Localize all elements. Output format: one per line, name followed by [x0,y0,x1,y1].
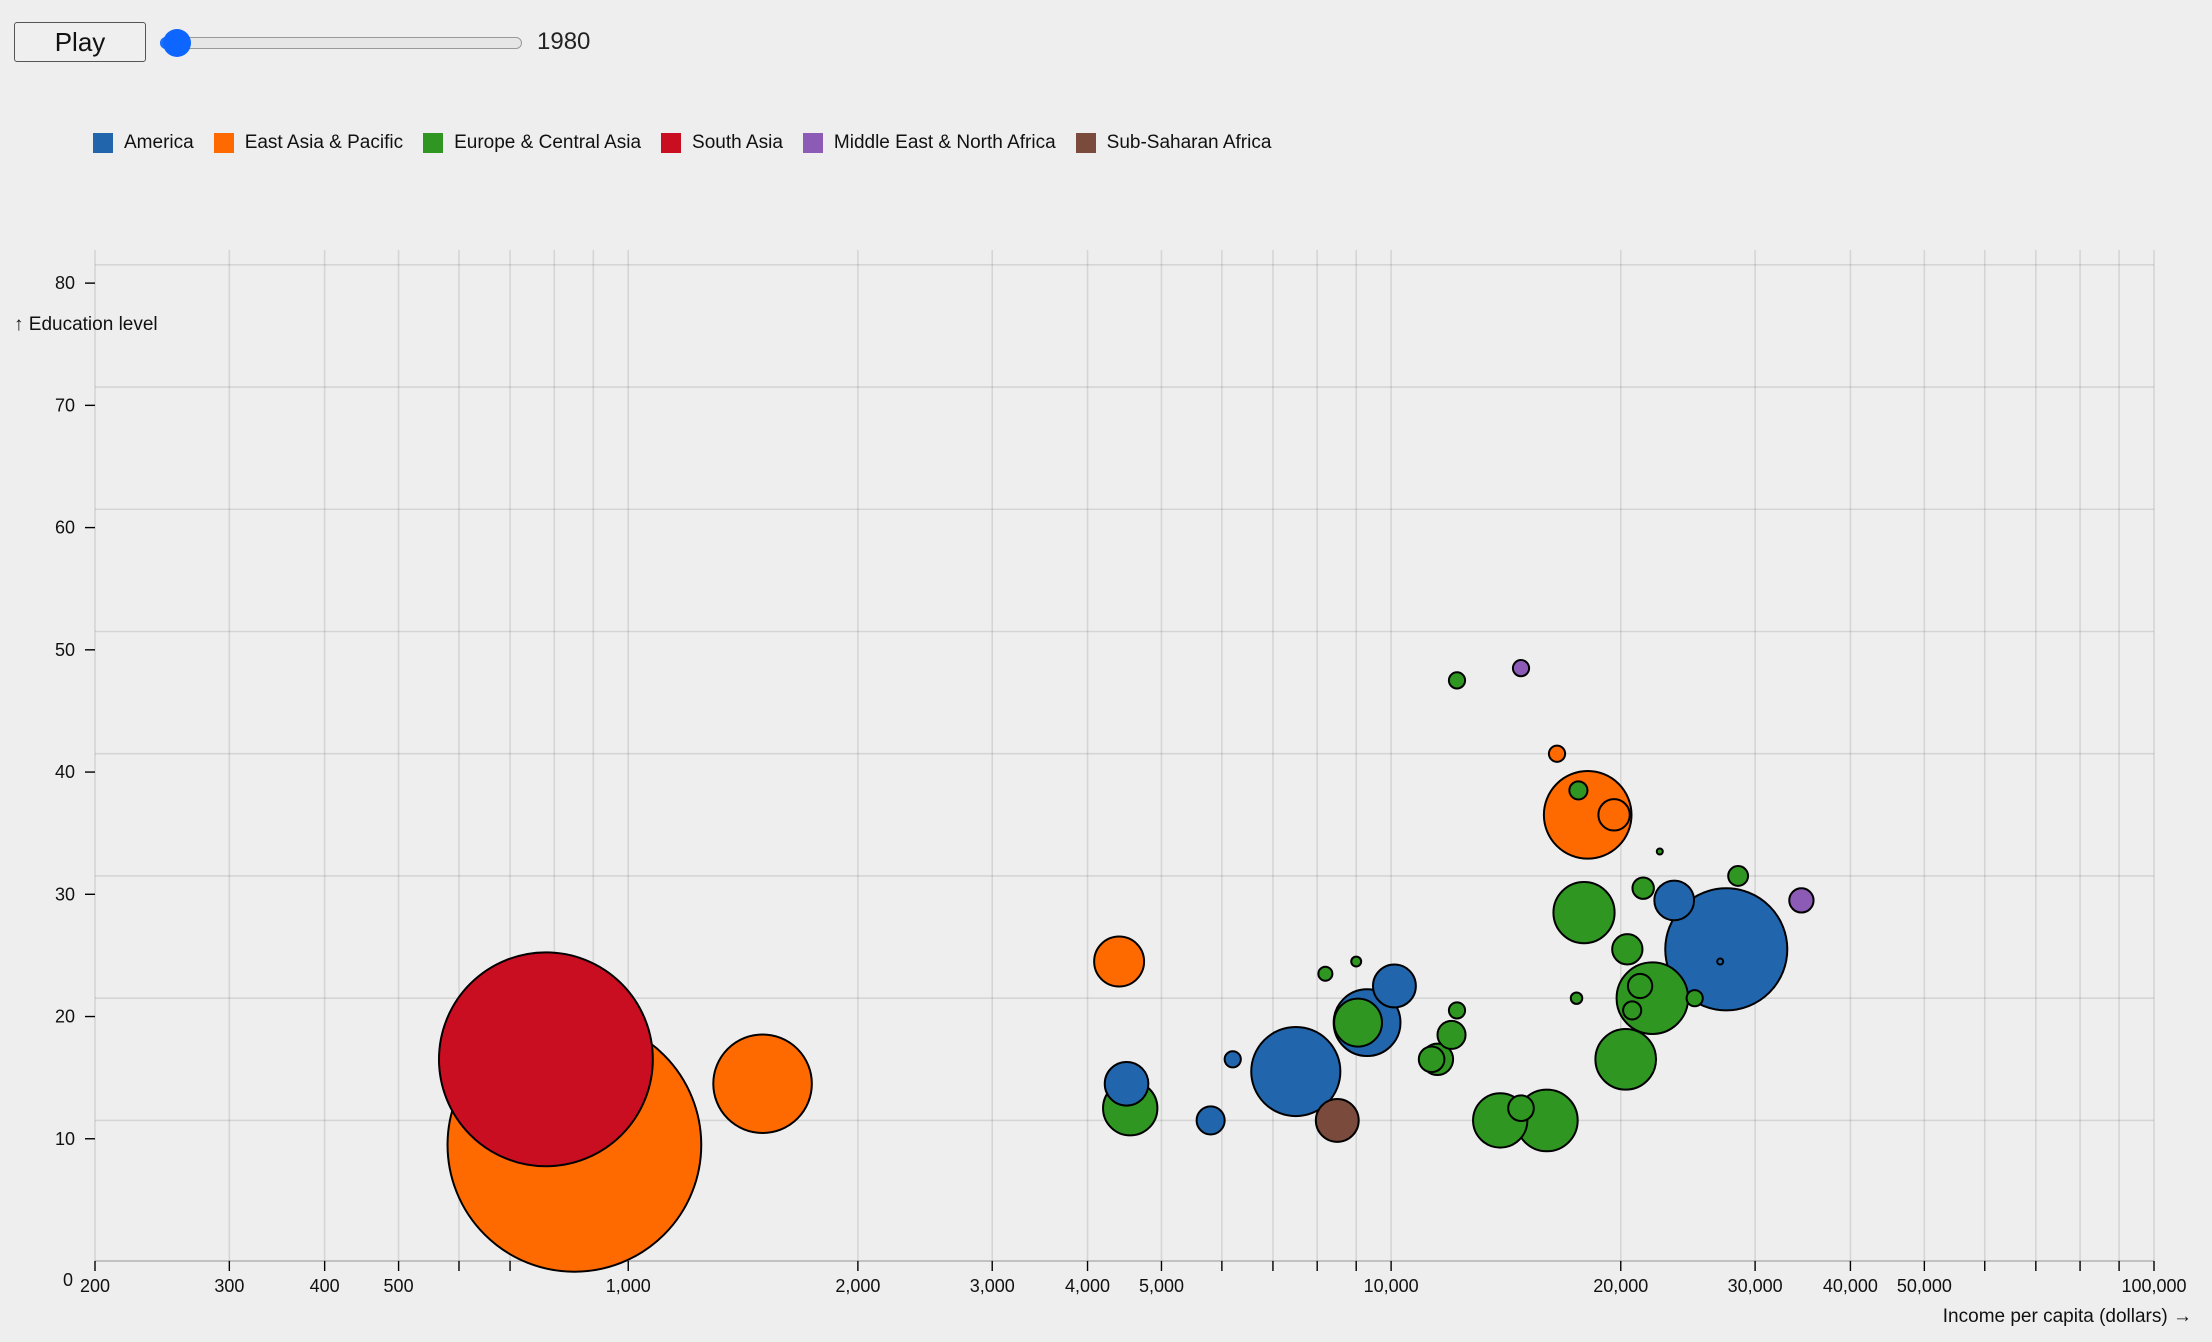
legend-label: South Asia [692,132,783,153]
x-tick-label: 100,000 [2121,1276,2186,1296]
bubble [1447,671,1467,690]
legend-swatch [213,133,234,153]
bubble [1547,744,1567,763]
y-tick-label: 0 [63,1270,73,1290]
legend-label: America [124,132,194,153]
bubble [1314,1097,1360,1143]
bubble [437,951,654,1168]
legend-item: Middle East & North Africa [802,132,1056,154]
bubble [1350,955,1363,968]
bubble [712,1033,813,1135]
x-tick-label: 200 [80,1276,110,1296]
bubble [1542,770,1633,860]
x-tick-label: 500 [384,1276,414,1296]
bubble [1103,1060,1150,1107]
bubble [1436,1019,1467,1050]
x-tick-label: 30,000 [1728,1276,1783,1296]
legend-swatch [661,133,682,153]
legend-item: Europe & Central Asia [423,132,641,154]
x-tick-label: 50,000 [1897,1276,1952,1296]
bubble [1552,881,1616,945]
y-tick-label: 40 [55,762,75,782]
axes: 200 300 400 500 1,000 2,000 3,000 4,000 5,000 10,… [55,273,2187,1296]
bubble [1317,965,1334,982]
bubble [1631,876,1655,900]
bubble [1685,989,1704,1008]
y-axis-title: ↑ Education level [14,314,158,335]
legend-label: Europe & Central Asia [454,132,642,153]
x-tick-label: 5,000 [1139,1276,1184,1296]
bubble [1622,1000,1643,1021]
bubble [1569,991,1584,1005]
legend-swatch [1075,133,1096,153]
legend-swatch [93,133,113,153]
bubble [1626,972,1654,1000]
year-label: 1980 [537,28,591,55]
x-tick-label: 40,000 [1823,1276,1878,1296]
bubble [1594,1028,1658,1091]
y-tick-label: 50 [55,640,75,660]
legend-item: South Asia [661,132,783,154]
bubble [1447,1001,1467,1020]
bubble [1250,1025,1342,1118]
bubble [1611,933,1644,966]
bubble [1371,963,1417,1009]
bubbles [437,659,1815,1273]
bubble [1597,798,1631,832]
x-tick-label: 10,000 [1364,1276,1419,1296]
year-slider[interactable] [160,29,522,57]
y-tick-label: 30 [55,884,75,904]
x-tick-label: 1,000 [606,1276,651,1296]
y-tick-label: 60 [55,518,75,538]
bubble [1716,957,1725,966]
bubble [1727,865,1750,887]
x-tick-label: 20,000 [1593,1276,1648,1296]
bubble [1653,879,1696,922]
y-tick-label: 70 [55,395,75,415]
legend-item: America [93,132,194,154]
y-tick-label: 20 [55,1007,75,1027]
bubble [1788,887,1815,914]
legend: America East Asia & Pacific Europe & Centr… [93,130,1291,156]
bubble [1615,961,1690,1035]
x-tick-label: 2,000 [835,1276,880,1296]
bubble [1223,1050,1242,1069]
y-tick-label: 10 [55,1129,75,1149]
bubble [1568,780,1589,801]
legend-label: Sub-Saharan Africa [1106,132,1272,153]
x-axis-title: Income per capita (dollars) → [1943,1306,2192,1327]
bubble [1655,847,1664,856]
slider-thumb[interactable] [163,29,191,57]
bubble [1507,1094,1535,1123]
x-tick-label: 400 [310,1276,340,1296]
x-tick-label: 300 [214,1276,244,1296]
bubble [1417,1045,1446,1074]
legend-swatch [423,133,444,153]
bubble [1664,887,1789,1012]
bubble [1195,1105,1226,1136]
legend-label: East Asia & Pacific [244,132,404,153]
legend-item: East Asia & Pacific [213,132,404,154]
legend-item: Sub-Saharan Africa [1075,132,1272,154]
bubble [1511,659,1531,678]
legend-label: Middle East & North Africa [833,132,1056,153]
x-tick-label: 3,000 [970,1276,1015,1296]
bubble [1093,935,1146,988]
x-tick-label: 4,000 [1065,1276,1110,1296]
bubble [1333,997,1384,1048]
play-button[interactable]: Play [14,22,146,62]
legend-swatch [802,133,823,153]
y-tick-label: 80 [55,273,75,293]
